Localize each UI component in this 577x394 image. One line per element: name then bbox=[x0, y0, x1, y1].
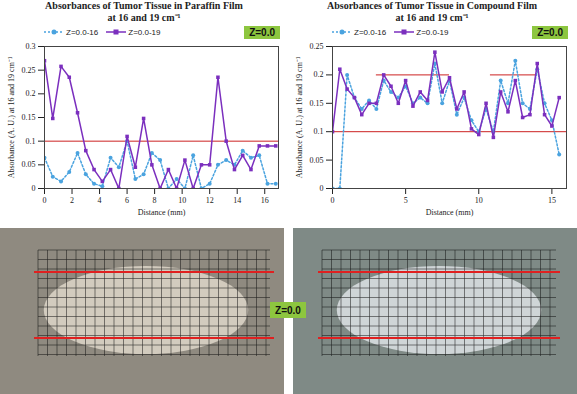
svg-text:14: 14 bbox=[233, 196, 241, 205]
svg-text:0: 0 bbox=[320, 184, 324, 193]
html-text:Z=0.0: Z=0.0 bbox=[537, 26, 563, 38]
svg-text:4: 4 bbox=[98, 196, 102, 205]
html-text:Z=0.0: Z=0.0 bbox=[249, 26, 275, 38]
svg-text:Absorbance (A. U.) at 16 and 1: Absorbance (A. U.) at 16 and 19 cm⁻¹ bbox=[295, 56, 304, 178]
svg-text:0.1: 0.1 bbox=[26, 137, 36, 146]
svg-text:10: 10 bbox=[475, 196, 483, 205]
svg-text:0.2: 0.2 bbox=[314, 70, 324, 79]
svg-text:2: 2 bbox=[70, 196, 74, 205]
svg-text:0: 0 bbox=[331, 196, 335, 205]
svg-text:Absorbance (A. U.) at 16 and 1: Absorbance (A. U.) at 16 and 19 cm⁻¹ bbox=[7, 56, 16, 178]
html-text:Z=0.0-16: Z=0.0-16 bbox=[354, 27, 387, 37]
svg-text:0: 0 bbox=[32, 184, 36, 193]
svg-text:0.3: 0.3 bbox=[26, 42, 36, 51]
svg-text:15: 15 bbox=[548, 196, 556, 205]
html-text:Z=0.0-16: Z=0.0-16 bbox=[66, 27, 99, 37]
svg-text:0.25: 0.25 bbox=[22, 66, 36, 75]
html-text:at 16 and 19 cm⁻¹: at 16 and 19 cm⁻¹ bbox=[395, 12, 469, 23]
svg-text:0.15: 0.15 bbox=[22, 113, 36, 122]
html-text:Absorbances of Tumor Tissue in: Absorbances of Tumor Tissue in Compound … bbox=[327, 0, 537, 11]
html-text:Z=0.0-19: Z=0.0-19 bbox=[128, 27, 161, 37]
svg-text:12: 12 bbox=[206, 196, 214, 205]
svg-text:8: 8 bbox=[153, 196, 157, 205]
svg-text:6: 6 bbox=[125, 196, 129, 205]
svg-text:0.2: 0.2 bbox=[26, 89, 36, 98]
svg-text:16: 16 bbox=[261, 196, 269, 205]
svg-text:0.05: 0.05 bbox=[22, 160, 36, 169]
svg-text:5: 5 bbox=[404, 196, 408, 205]
svg-text:0.1: 0.1 bbox=[314, 127, 324, 136]
svg-text:0: 0 bbox=[43, 196, 47, 205]
svg-text:0.05: 0.05 bbox=[310, 156, 324, 165]
svg-text:Distance (mm): Distance (mm) bbox=[138, 208, 186, 217]
svg-text:0.25: 0.25 bbox=[310, 42, 324, 51]
html-text:Absorbances of Tumor Tissue in: Absorbances of Tumor Tissue in Paraffin … bbox=[45, 0, 243, 11]
html-text:at 16 and 19 cm⁻¹: at 16 and 19 cm⁻¹ bbox=[107, 12, 181, 23]
svg-text:Z=0.0: Z=0.0 bbox=[275, 305, 301, 316]
svg-text:10: 10 bbox=[178, 196, 186, 205]
svg-text:Distance (mm): Distance (mm) bbox=[426, 208, 474, 217]
html-text:Z=0.0-19: Z=0.0-19 bbox=[416, 27, 449, 37]
svg-text:0.15: 0.15 bbox=[310, 99, 324, 108]
